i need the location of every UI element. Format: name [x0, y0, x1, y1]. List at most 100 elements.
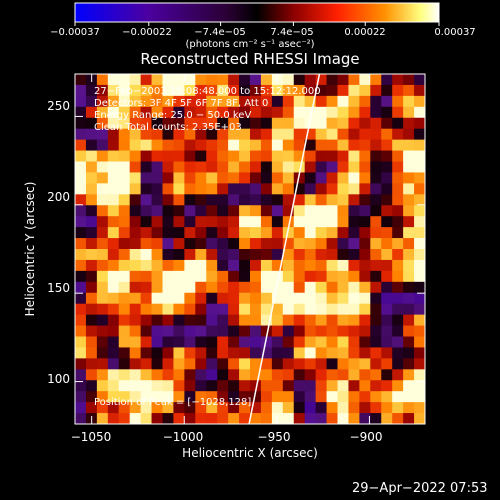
heatmap-cell — [96, 314, 109, 327]
heatmap-cell — [326, 249, 338, 261]
heatmap-cell — [184, 358, 196, 370]
heatmap-cell — [370, 227, 382, 239]
heatmap-cell — [75, 194, 87, 206]
heatmap-cell — [381, 380, 393, 392]
heatmap-cell — [239, 84, 251, 97]
heatmap-cell — [392, 74, 404, 86]
heatmap-cell — [151, 161, 163, 173]
heatmap-cell — [359, 358, 371, 370]
heatmap-cell — [118, 84, 131, 97]
heatmap-cell — [162, 172, 174, 184]
heatmap-cell — [217, 336, 229, 348]
heatmap-cell — [239, 314, 251, 327]
heatmap-cell — [250, 194, 262, 206]
heatmap-cell — [293, 161, 306, 173]
heatmap-cell — [414, 128, 425, 141]
heatmap-cell — [326, 106, 338, 119]
heatmap-cell — [107, 216, 120, 228]
heatmap-cell — [315, 259, 328, 272]
heatmap-cell — [162, 325, 174, 337]
heatmap-cell — [381, 369, 393, 381]
heatmap-cell — [239, 161, 251, 173]
x-tick-label: −900 — [349, 430, 383, 444]
heatmap-cell — [250, 259, 262, 272]
heatmap-cell — [359, 95, 371, 108]
heatmap-cell — [337, 358, 349, 370]
heatmap-cell — [315, 281, 328, 294]
heatmap-cell — [96, 336, 109, 348]
heatmap-cell — [162, 139, 174, 152]
heatmap-cell — [173, 95, 185, 108]
heatmap-cell — [96, 325, 109, 337]
heatmap-cell — [381, 336, 393, 348]
heatmap-cell — [184, 249, 196, 261]
heatmap-cell — [173, 369, 185, 381]
heatmap-cell — [162, 259, 174, 272]
heatmap-cell — [151, 303, 163, 316]
heatmap-cell — [228, 314, 240, 327]
heatmap-cell — [348, 369, 360, 381]
heatmap-cell — [195, 95, 207, 108]
heatmap-cell — [348, 249, 360, 261]
heatmap-cell — [359, 380, 371, 392]
heatmap-cell — [151, 380, 163, 392]
heatmap-cell — [195, 380, 207, 392]
heatmap-cell — [250, 270, 262, 283]
heatmap-cell — [370, 325, 382, 337]
heatmap-cell — [151, 117, 163, 130]
heatmap-cell — [348, 150, 360, 162]
heatmap-cell — [206, 128, 218, 141]
heatmap-cell — [228, 117, 240, 130]
heatmap-cell — [293, 413, 306, 424]
heatmap-cell — [304, 369, 317, 381]
heatmap-cell — [85, 238, 98, 250]
heatmap-cell — [184, 216, 196, 228]
heatmap-cell — [118, 358, 131, 370]
heatmap-cell — [304, 183, 317, 195]
heatmap-cell — [250, 238, 262, 250]
heatmap-cell — [250, 117, 262, 130]
heatmap-cell — [348, 194, 360, 206]
heatmap-cell — [370, 281, 382, 294]
heatmap-cell — [206, 402, 218, 414]
heatmap-cell — [184, 172, 196, 184]
heatmap-cell — [359, 227, 371, 239]
heatmap-cell — [206, 325, 218, 337]
heatmap-cell — [85, 281, 98, 294]
heatmap-cell — [293, 281, 306, 294]
footer-timestamp: 29−Apr−2022 07:53 — [352, 481, 488, 496]
heatmap-cell — [337, 380, 349, 392]
heatmap-cell — [206, 172, 218, 184]
heatmap-cell — [326, 128, 338, 141]
heatmap-cell — [239, 249, 251, 261]
heatmap-cell — [381, 391, 393, 403]
heatmap-cell — [75, 380, 87, 392]
heatmap-cell — [140, 95, 153, 108]
heatmap-cell — [260, 238, 273, 250]
heatmap-cell — [96, 249, 109, 261]
heatmap-cell — [392, 194, 404, 206]
heatmap-cell — [118, 150, 131, 162]
heatmap-cell — [315, 183, 328, 195]
heatmap-cell — [228, 292, 240, 305]
annotation-clean-counts: Clean Total counts: 2.35E+03 — [94, 122, 242, 133]
heatmap-cell — [151, 128, 163, 141]
heatmap-cell — [282, 402, 295, 414]
heatmap-cell — [239, 183, 251, 195]
heatmap-cell — [140, 205, 153, 217]
heatmap-cell — [217, 74, 229, 86]
heatmap-cell — [370, 402, 382, 414]
heatmap-cell — [271, 249, 284, 261]
heatmap-cell — [107, 402, 120, 414]
heatmap-cell — [282, 413, 295, 424]
heatmap-cell — [118, 292, 131, 305]
heatmap-cell — [304, 336, 317, 348]
heatmap-cell — [414, 391, 425, 403]
heatmap-cell — [392, 303, 404, 316]
heatmap-cell — [304, 380, 317, 392]
heatmap-cell — [217, 303, 229, 316]
heatmap-cell — [107, 128, 120, 141]
heatmap-cell — [85, 303, 98, 316]
heatmap-cell — [403, 194, 415, 206]
heatmap-cell — [381, 413, 393, 424]
